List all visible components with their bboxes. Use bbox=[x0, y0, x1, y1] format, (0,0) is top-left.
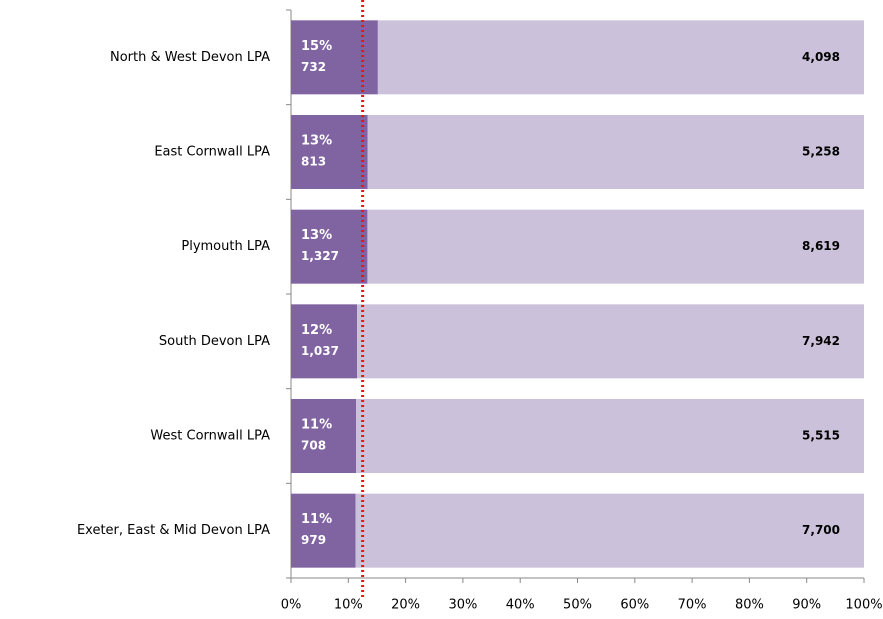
bar-segment bbox=[357, 304, 864, 379]
x-tick-label: 80% bbox=[735, 598, 764, 613]
percent-label: 12% bbox=[301, 323, 332, 338]
count-label: 7,700 bbox=[802, 523, 840, 537]
count-label: 5,515 bbox=[802, 429, 840, 443]
x-tick-label: 40% bbox=[506, 598, 535, 613]
count-label: 732 bbox=[301, 60, 326, 74]
x-tick-label: 50% bbox=[563, 598, 592, 613]
bar-segment bbox=[355, 493, 864, 568]
bar-segment bbox=[291, 20, 378, 95]
count-label: 7,942 bbox=[802, 334, 840, 348]
category-label: Plymouth LPA bbox=[181, 239, 270, 254]
bar-segment bbox=[291, 304, 358, 379]
bar-segment bbox=[367, 115, 864, 189]
count-label: 708 bbox=[301, 439, 326, 453]
category-label: Exeter, East & Mid Devon LPA bbox=[77, 523, 270, 538]
percent-label: 13% bbox=[301, 134, 332, 149]
category-label: East Cornwall LPA bbox=[154, 145, 270, 160]
x-tick-label: 90% bbox=[792, 598, 821, 613]
bar-segment bbox=[356, 399, 864, 473]
count-label: 813 bbox=[301, 155, 326, 169]
x-tick-label: 0% bbox=[281, 598, 302, 613]
bar-segment bbox=[377, 20, 864, 95]
count-label: 5,258 bbox=[802, 145, 840, 159]
x-tick-label: 70% bbox=[678, 598, 707, 613]
percent-label: 11% bbox=[301, 512, 332, 527]
category-label: West Cornwall LPA bbox=[150, 429, 270, 444]
percent-label: 13% bbox=[301, 228, 332, 243]
count-label: 1,037 bbox=[301, 344, 339, 358]
count-label: 1,327 bbox=[301, 249, 339, 263]
x-tick-label: 10% bbox=[334, 598, 363, 613]
x-tick-label: 30% bbox=[448, 598, 477, 613]
bar-segment bbox=[291, 209, 368, 284]
x-tick-label: 20% bbox=[391, 598, 420, 613]
bar-segment bbox=[291, 399, 357, 473]
x-tick-label: 100% bbox=[845, 598, 882, 613]
percent-label: 11% bbox=[301, 418, 332, 433]
bar-segment bbox=[367, 209, 864, 284]
count-label: 979 bbox=[301, 533, 326, 547]
count-label: 4,098 bbox=[802, 50, 840, 64]
percent-label: 15% bbox=[301, 39, 332, 54]
category-label: South Devon LPA bbox=[159, 334, 270, 349]
bar-segment bbox=[291, 493, 356, 568]
count-label: 8,619 bbox=[802, 239, 840, 253]
x-tick-label: 60% bbox=[620, 598, 649, 613]
category-label: North & West Devon LPA bbox=[110, 50, 270, 65]
bar-segment bbox=[291, 115, 368, 189]
